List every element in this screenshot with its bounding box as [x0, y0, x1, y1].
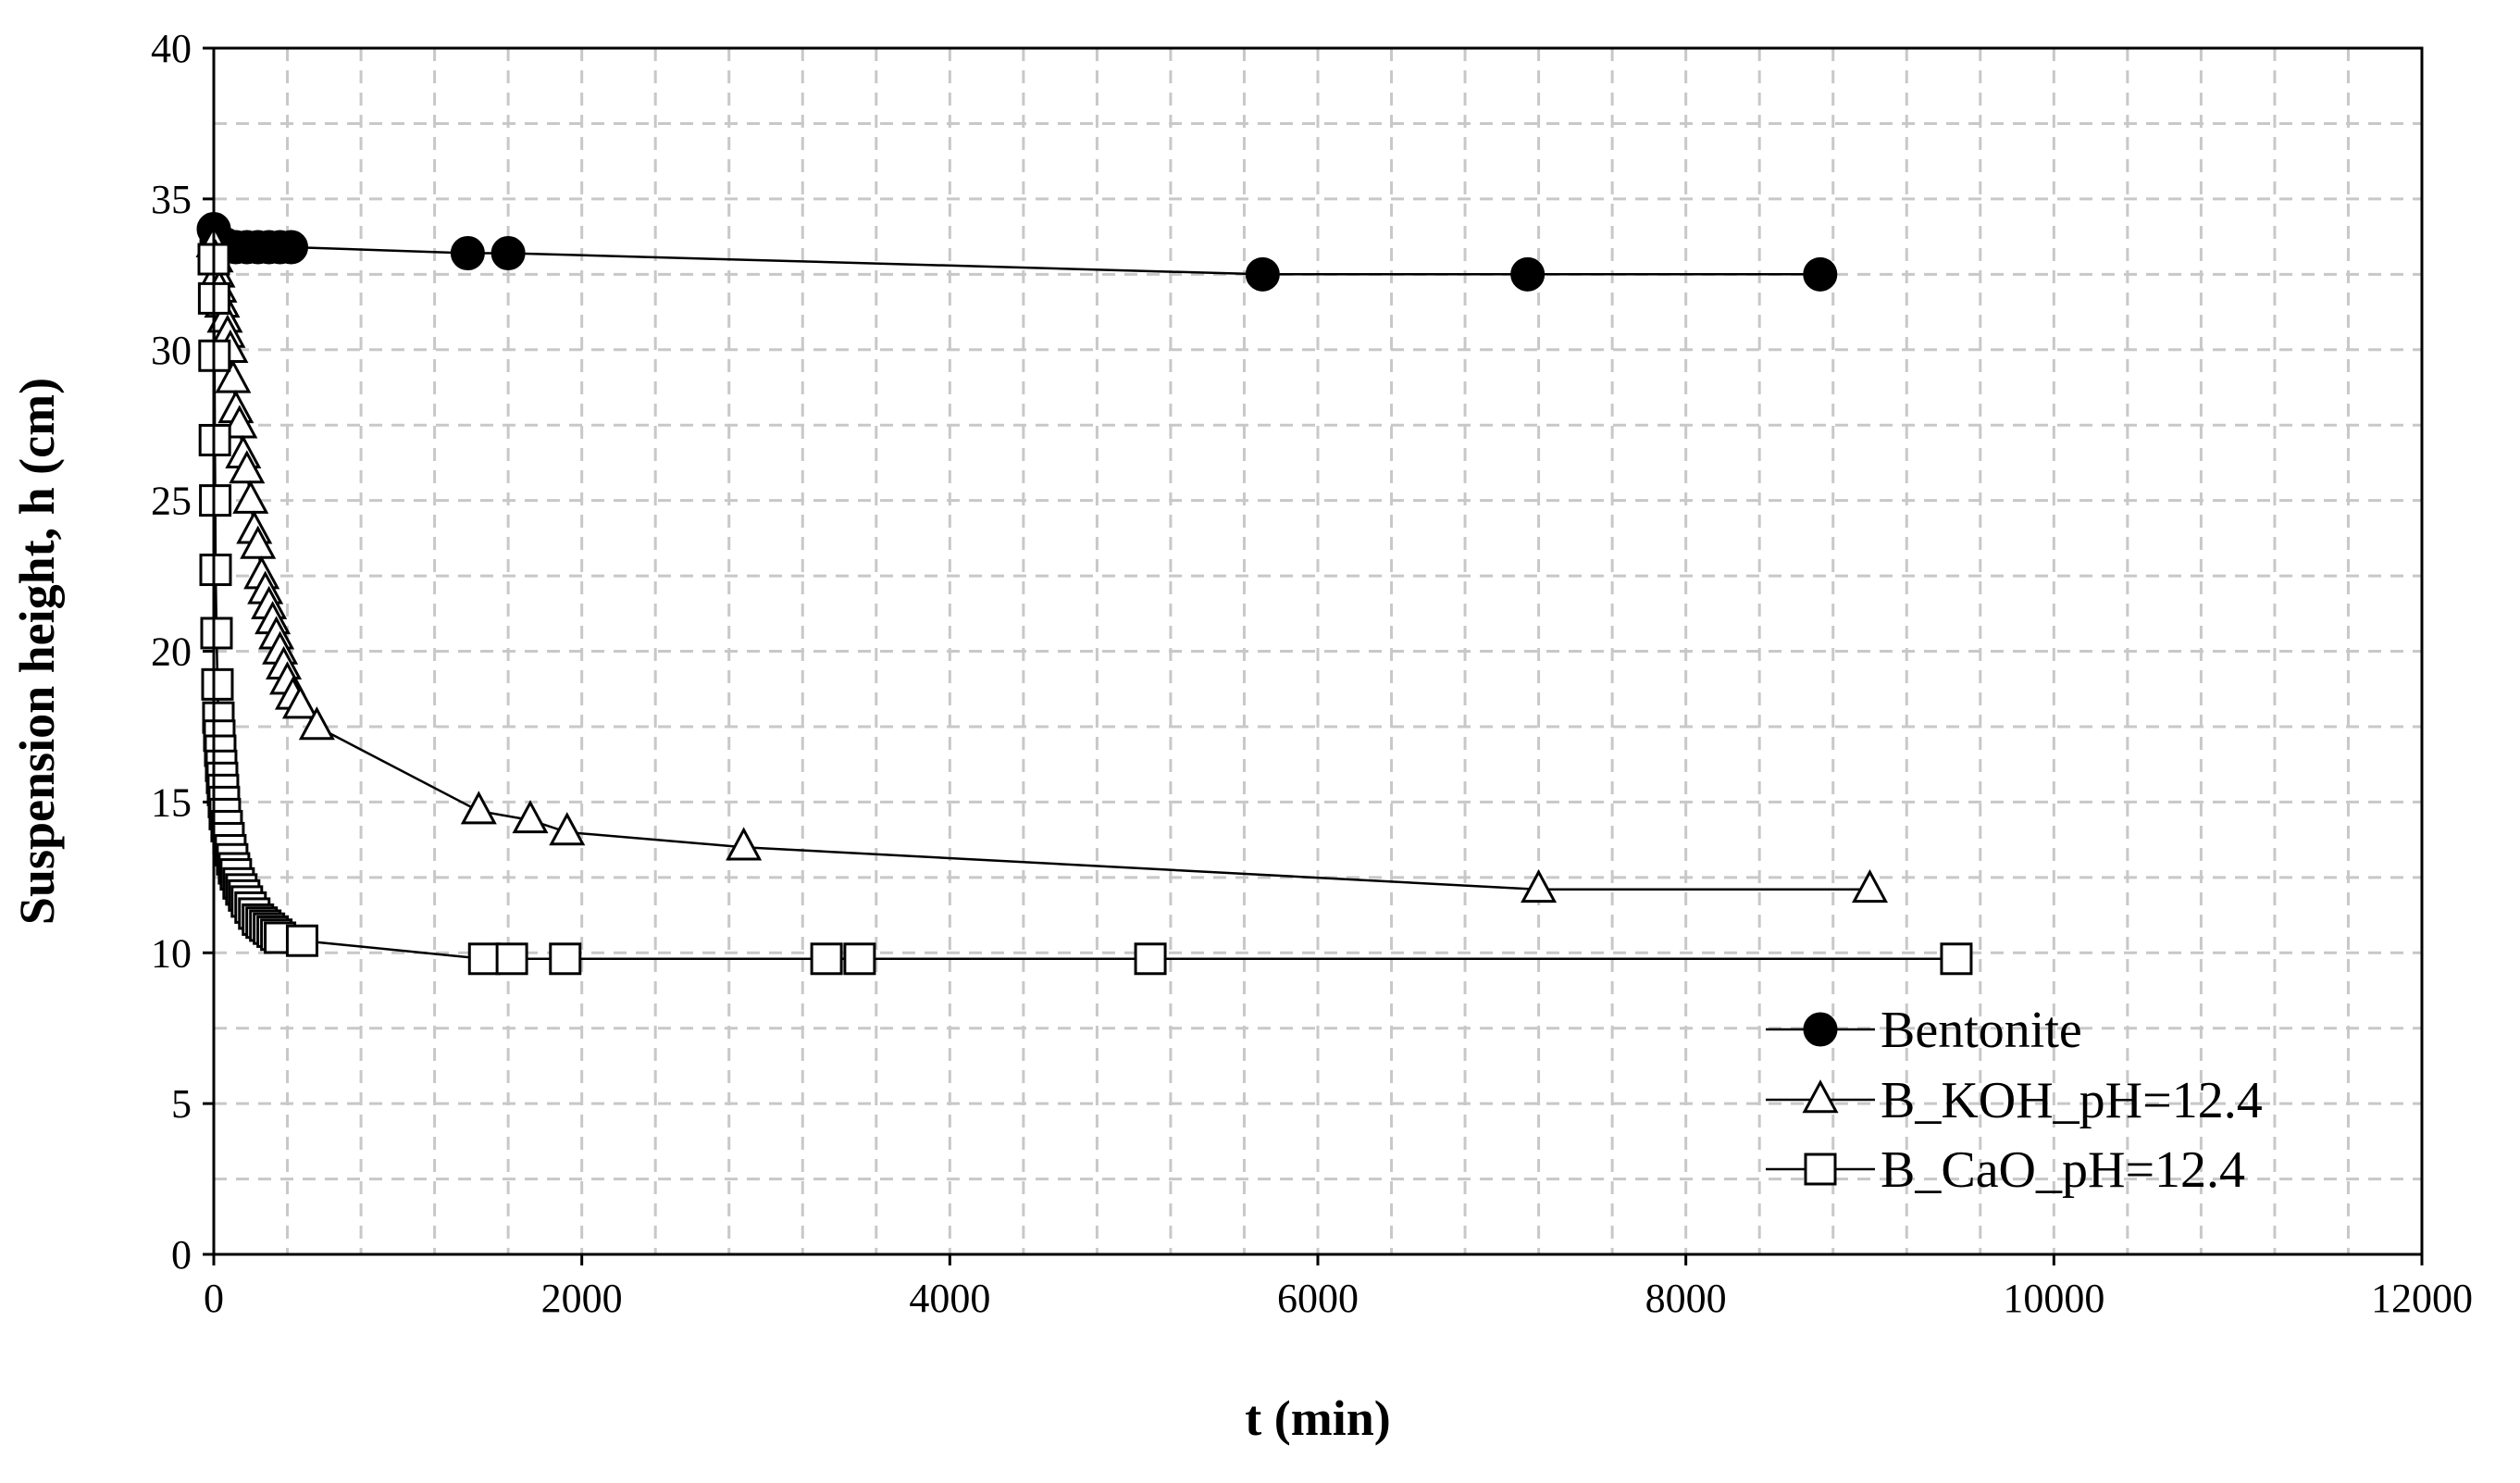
legend-label-bentonite: Bentonite: [1881, 1002, 2082, 1059]
legend-marker-b-koh-ph-12-4: [1802, 1079, 1839, 1114]
legend-marker-b-cao-ph-12-4: [1804, 1153, 1837, 1186]
data-point-b-koh-ph-12-4: [460, 791, 497, 825]
x-tick-label: 8000: [1645, 1276, 1727, 1321]
y-tick-label: 5: [171, 1081, 192, 1127]
data-point-b-koh-ph-12-4: [549, 812, 586, 846]
series-line-b-cao-ph-12-4: [212, 258, 1956, 961]
legend-marker-bentonite: [1803, 1012, 1838, 1047]
data-point-b-koh-ph-12-4: [232, 480, 269, 514]
series-line-b-koh-ph-12-4: [212, 243, 1870, 891]
data-point-b-cao-ph-12-4: [810, 942, 843, 976]
y-tick-label: 10: [151, 930, 192, 976]
legend: Bentonite B_KOH_pH=12.4 B_CaO_pH=12.4: [1766, 1002, 2263, 1199]
data-point-bentonite: [274, 230, 309, 265]
x-axis-title: t (min): [1245, 1390, 1390, 1446]
data-point-b-koh-ph-12-4: [726, 827, 763, 861]
data-point-b-cao-ph-12-4: [467, 942, 501, 976]
data-point-b-koh-ph-12-4: [1521, 868, 1558, 904]
x-tick-label: 4000: [909, 1276, 990, 1321]
legend-label-b-cao-ph-12-4: B_CaO_pH=12.4: [1881, 1141, 2245, 1199]
data-point-b-cao-ph-12-4: [843, 942, 876, 976]
data-point-b-koh-ph-12-4: [229, 450, 266, 484]
data-point-b-koh-ph-12-4: [1851, 868, 1889, 904]
legend-label-b-koh-ph-12-4: B_KOH_pH=12.4: [1881, 1072, 2263, 1129]
y-tick-label: 25: [151, 479, 192, 524]
data-point-bentonite: [1510, 256, 1546, 292]
y-tick-label: 30: [151, 328, 192, 373]
data-point-b-cao-ph-12-4: [199, 484, 232, 517]
plot-frame: [212, 46, 2424, 1256]
x-tick-label: 6000: [1277, 1276, 1359, 1321]
y-tick-label: 0: [171, 1232, 192, 1277]
data-point-b-koh-ph-12-4: [240, 525, 277, 559]
data-point-b-cao-ph-12-4: [549, 942, 582, 976]
data-point-b-koh-ph-12-4: [512, 800, 549, 834]
data-point-b-cao-ph-12-4: [285, 924, 318, 957]
data-point-b-cao-ph-12-4: [495, 942, 528, 976]
y-tick-label: 40: [151, 26, 192, 71]
y-axis-title: Suspension height, h (cm): [9, 378, 65, 925]
x-tick-label: 0: [204, 1276, 224, 1321]
data-point-b-koh-ph-12-4: [298, 706, 335, 741]
data-point-b-cao-ph-12-4: [200, 617, 233, 650]
data-point-b-cao-ph-12-4: [1940, 942, 1973, 976]
data-point-bentonite: [450, 236, 485, 271]
data-point-bentonite: [490, 236, 526, 271]
y-tick-label: 15: [151, 779, 192, 825]
y-tick-label: 35: [151, 177, 192, 222]
data-point-b-cao-ph-12-4: [201, 667, 234, 701]
data-point-bentonite: [1245, 256, 1280, 292]
y-tick-label: 20: [151, 629, 192, 675]
data-point-b-koh-ph-12-4: [221, 405, 258, 439]
data-point-b-koh-ph-12-4: [281, 685, 318, 719]
data-point-b-cao-ph-12-4: [1134, 942, 1167, 976]
data-point-b-cao-ph-12-4: [199, 554, 232, 587]
x-tick-label: 2000: [541, 1276, 623, 1321]
axis-ticks: 0 2000 4000 6000 8000 10000 12000 0 5 10 15 20 25 30 3…: [151, 26, 2473, 1321]
data-point-bentonite: [1803, 256, 1838, 292]
series-points: [195, 211, 1973, 976]
data-point-b-koh-ph-12-4: [215, 359, 252, 393]
series-lines: [212, 229, 1956, 961]
x-tick-label: 12000: [2371, 1276, 2473, 1321]
x-tick-label: 10000: [2003, 1276, 2104, 1321]
grid: [214, 48, 2422, 1254]
